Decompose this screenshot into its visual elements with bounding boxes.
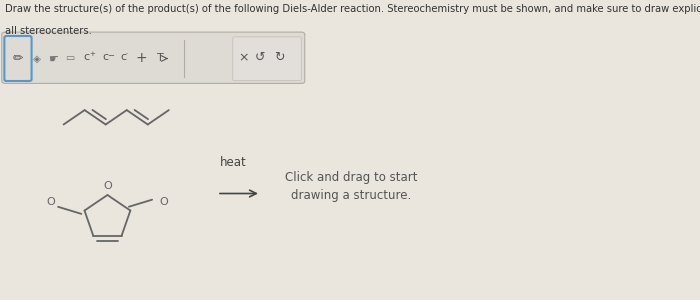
- Text: c: c: [84, 52, 90, 62]
- Text: ✏: ✏: [13, 52, 23, 65]
- Text: c: c: [120, 52, 127, 62]
- Text: ↺: ↺: [256, 51, 266, 64]
- Text: T: T: [157, 52, 163, 63]
- FancyBboxPatch shape: [4, 36, 32, 81]
- Text: O: O: [46, 197, 55, 207]
- Text: ↻: ↻: [274, 51, 284, 64]
- Text: ×: ×: [239, 51, 249, 64]
- FancyBboxPatch shape: [233, 37, 301, 81]
- Text: O: O: [103, 181, 112, 191]
- Text: ◈: ◈: [34, 53, 41, 64]
- Text: −: −: [107, 51, 114, 60]
- Text: ▭: ▭: [64, 53, 74, 64]
- Text: Click and drag to start
drawing a structure.: Click and drag to start drawing a struct…: [284, 170, 417, 202]
- Text: ··: ··: [126, 51, 130, 56]
- Text: all stereocenters.: all stereocenters.: [6, 26, 92, 35]
- Text: O: O: [160, 197, 169, 207]
- Text: +: +: [135, 51, 147, 64]
- Text: Draw the structure(s) of the product(s) of the following Diels-Alder reaction. S: Draw the structure(s) of the product(s) …: [6, 4, 700, 14]
- FancyBboxPatch shape: [2, 32, 304, 83]
- Text: c: c: [102, 52, 108, 62]
- Text: heat: heat: [220, 155, 247, 169]
- Text: +: +: [89, 51, 95, 57]
- Text: ☛: ☛: [48, 53, 59, 64]
